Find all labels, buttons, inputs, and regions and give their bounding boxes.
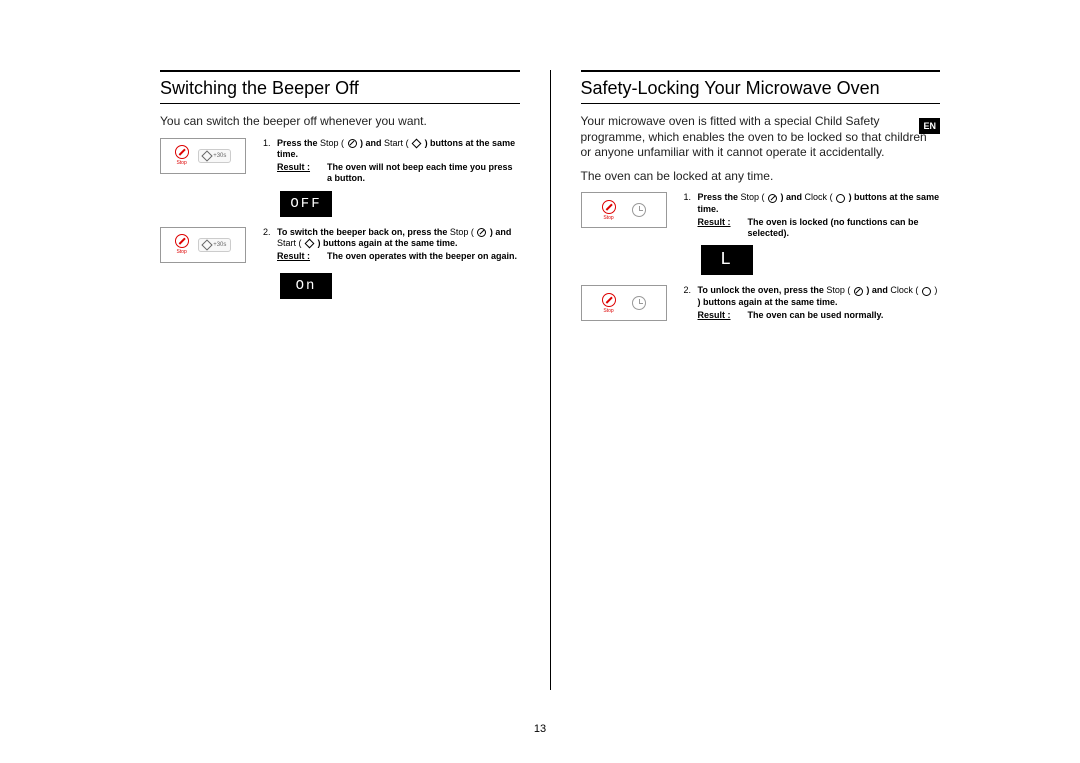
- diamond-icon: [202, 150, 213, 161]
- step-intro: To unlock the oven, press the: [698, 285, 827, 295]
- inline-start-icon: [412, 138, 422, 148]
- clock-word: Clock: [805, 192, 828, 202]
- step-2: Stop +30s 2. To switch the beeper back o…: [160, 227, 520, 267]
- manual-page: Switching the Beeper Off You can switch …: [0, 0, 1080, 763]
- inline-start-icon: [305, 239, 315, 249]
- tail: ) buttons again at the same time.: [315, 238, 458, 248]
- stop-circle-icon: [175, 145, 189, 159]
- step-graphic: Stop: [581, 192, 676, 232]
- right-column: Safety-Locking Your Microwave Oven EN Yo…: [581, 70, 941, 690]
- step-graphic: Stop: [581, 285, 676, 325]
- result-label: Result :: [698, 310, 748, 321]
- tail: ) buttons again at the same time.: [698, 297, 838, 307]
- inline-clock-icon: [922, 287, 931, 296]
- section-title: Safety-Locking Your Microwave Oven: [581, 78, 941, 99]
- inline-stop-icon: [477, 228, 486, 237]
- step-intro: To switch the beeper back on, press the: [277, 227, 450, 237]
- clock-icon: [632, 296, 646, 310]
- inline-stop-icon: [854, 287, 863, 296]
- step-text: 1. Press the Stop ( ) and Clock ( ) butt…: [684, 192, 941, 239]
- inline-clock-icon: [836, 194, 845, 203]
- section-title: Switching the Beeper Off: [160, 78, 520, 99]
- header-rule: [160, 70, 520, 72]
- start-button-icon: +30s: [198, 238, 231, 252]
- result-text: The oven is locked (no functions can be …: [748, 217, 941, 240]
- step-1: Stop +30s 1. Press the Stop ( ) and Star…: [160, 138, 520, 185]
- language-badge: EN: [919, 118, 940, 134]
- and-word: ) and: [487, 227, 511, 237]
- result-text: The oven will not beep each time you pre…: [327, 162, 520, 185]
- stop-button-icon: Stop: [602, 293, 616, 314]
- step-graphic: Stop +30s: [160, 138, 255, 178]
- intro-text: Your microwave oven is fitted with a spe…: [581, 114, 941, 161]
- display-l: L: [701, 245, 753, 275]
- step-number: 2.: [684, 285, 698, 321]
- stop-word: Stop: [450, 227, 469, 237]
- step-intro: Press the: [698, 192, 741, 202]
- stop-label: Stop: [176, 160, 186, 166]
- step-text: 2. To unlock the oven, press the Stop ( …: [684, 285, 941, 321]
- step-graphic: Stop +30s: [160, 227, 255, 267]
- stop-label: Stop: [603, 308, 613, 314]
- title-underline: [581, 103, 941, 104]
- step-text: 1. Press the Stop ( ) and Start ( ) butt…: [263, 138, 520, 185]
- result-text: The oven can be used normally.: [748, 310, 941, 321]
- button-illustration: Stop: [581, 192, 667, 228]
- and-word: ) and: [864, 285, 891, 295]
- stop-label: Stop: [176, 249, 186, 255]
- title-underline: [160, 103, 520, 104]
- left-column: Switching the Beeper Off You can switch …: [160, 70, 520, 690]
- and-word: ) and: [778, 192, 805, 202]
- page-number: 13: [534, 723, 546, 735]
- button-illustration: Stop +30s: [160, 227, 246, 263]
- inline-stop-icon: [768, 194, 777, 203]
- start-word: Start: [277, 238, 296, 248]
- stop-word: Stop: [741, 192, 760, 202]
- step-number: 1.: [263, 138, 277, 185]
- button-illustration: Stop +30s: [160, 138, 246, 174]
- result-label: Result :: [277, 162, 327, 185]
- intro-text: You can switch the beeper off whenever y…: [160, 114, 520, 130]
- display-on: On: [280, 273, 332, 299]
- step-intro: Press the: [277, 138, 320, 148]
- stop-circle-icon: [175, 234, 189, 248]
- stop-button-icon: Stop: [175, 145, 189, 166]
- and-word: ) and: [358, 138, 385, 148]
- start-button-icon: +30s: [198, 149, 231, 163]
- stop-button-icon: Stop: [175, 234, 189, 255]
- stop-circle-icon: [602, 200, 616, 214]
- inline-stop-icon: [348, 139, 357, 148]
- result-text: The oven operates with the beeper on aga…: [327, 251, 520, 262]
- button-illustration: Stop: [581, 285, 667, 321]
- start-word: Start: [384, 138, 403, 148]
- plus30-label: +30s: [213, 242, 226, 248]
- stop-word: Stop: [320, 138, 339, 148]
- stop-button-icon: Stop: [602, 200, 616, 221]
- result-label: Result :: [698, 217, 748, 240]
- clock-icon: [632, 203, 646, 217]
- display-off: OFF: [280, 191, 332, 217]
- result-label: Result :: [277, 251, 327, 262]
- intro-text-2: The oven can be locked at any time.: [581, 169, 941, 185]
- diamond-icon: [202, 239, 213, 250]
- step-text: 2. To switch the beeper back on, press t…: [263, 227, 520, 263]
- stop-word: Stop: [826, 285, 845, 295]
- header-rule: [581, 70, 941, 72]
- step-1: Stop 1. Press the Stop ( ) and Clock ( )…: [581, 192, 941, 239]
- stop-circle-icon: [602, 293, 616, 307]
- two-column-layout: Switching the Beeper Off You can switch …: [160, 70, 940, 690]
- clock-word: Clock: [890, 285, 913, 295]
- step-number: 1.: [684, 192, 698, 239]
- step-number: 2.: [263, 227, 277, 263]
- plus30-label: +30s: [213, 153, 226, 159]
- stop-label: Stop: [603, 215, 613, 221]
- step-2: Stop 2. To unlock the oven, press the St…: [581, 285, 941, 325]
- column-divider: [550, 70, 551, 690]
